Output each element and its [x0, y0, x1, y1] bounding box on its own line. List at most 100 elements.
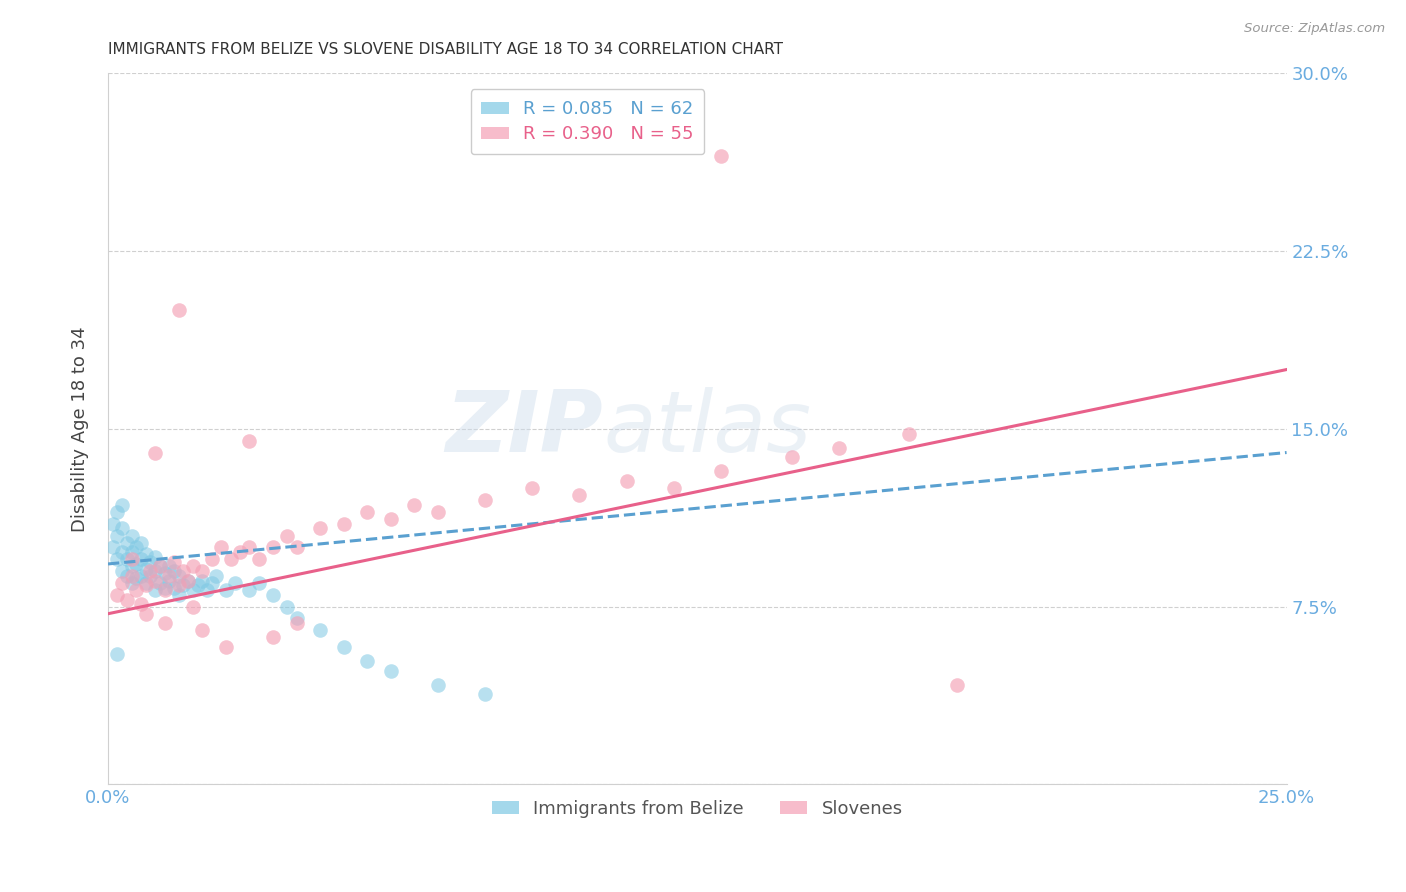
Point [125, 571, 148, 585]
Point [201, 552, 224, 566]
Point [262, 631, 284, 645]
Text: atlas: atlas [603, 387, 811, 470]
Point [616, 474, 638, 488]
Point [107, 588, 129, 602]
Point [125, 582, 148, 597]
Point [111, 498, 134, 512]
Point [135, 578, 157, 592]
Point [101, 516, 124, 531]
Point [191, 564, 214, 578]
Point [309, 521, 332, 535]
Point [209, 541, 232, 555]
Point [219, 552, 242, 566]
Point [262, 588, 284, 602]
Point [276, 599, 298, 614]
Point [568, 488, 591, 502]
Point [135, 562, 157, 576]
Point [129, 597, 152, 611]
Point [262, 541, 284, 555]
Point [710, 149, 733, 163]
Point [139, 569, 162, 583]
Point [111, 575, 134, 590]
Point [662, 481, 685, 495]
Point [247, 575, 270, 590]
Point [276, 528, 298, 542]
Point [181, 559, 204, 574]
Point [139, 555, 162, 569]
Point [135, 607, 157, 621]
Point [215, 640, 238, 654]
Point [191, 574, 214, 588]
Point [285, 616, 308, 631]
Point [121, 552, 143, 566]
Point [167, 569, 190, 583]
Point [143, 582, 166, 597]
Point [522, 481, 544, 495]
Point [201, 575, 224, 590]
Point [125, 557, 148, 571]
Point [356, 654, 378, 668]
Point [101, 541, 124, 555]
Point [285, 611, 308, 625]
Point [115, 569, 138, 583]
Point [107, 647, 129, 661]
Point [167, 578, 190, 592]
Point [710, 465, 733, 479]
Point [129, 569, 152, 583]
Point [238, 541, 260, 555]
Point [115, 552, 138, 566]
Point [195, 582, 218, 597]
Point [285, 541, 308, 555]
Point [143, 574, 166, 588]
Point [167, 588, 190, 602]
Point [121, 569, 143, 583]
Point [111, 564, 134, 578]
Point [149, 575, 172, 590]
Point [332, 640, 354, 654]
Point [898, 426, 921, 441]
Point [205, 569, 228, 583]
Point [115, 592, 138, 607]
Point [474, 687, 496, 701]
Point [427, 678, 450, 692]
Text: Source: ZipAtlas.com: Source: ZipAtlas.com [1244, 22, 1385, 36]
Point [238, 582, 260, 597]
Point [135, 548, 157, 562]
Y-axis label: Disability Age 18 to 34: Disability Age 18 to 34 [72, 326, 89, 532]
Point [107, 505, 129, 519]
Point [143, 564, 166, 578]
Point [111, 545, 134, 559]
Point [157, 559, 180, 574]
Point [153, 581, 176, 595]
Point [121, 528, 143, 542]
Point [474, 492, 496, 507]
Point [153, 582, 176, 597]
Point [229, 545, 252, 559]
Point [427, 505, 450, 519]
Point [945, 678, 967, 692]
Point [121, 545, 143, 559]
Point [167, 303, 190, 318]
Point [111, 521, 134, 535]
Point [129, 552, 152, 566]
Point [215, 582, 238, 597]
Point [153, 616, 176, 631]
Point [107, 528, 129, 542]
Point [191, 624, 214, 638]
Point [177, 574, 200, 588]
Point [121, 575, 143, 590]
Point [163, 555, 186, 569]
Point [107, 552, 129, 566]
Point [153, 566, 176, 581]
Point [139, 564, 162, 578]
Point [172, 578, 194, 592]
Point [172, 564, 194, 578]
Point [780, 450, 803, 465]
Legend: Immigrants from Belize, Slovenes: Immigrants from Belize, Slovenes [485, 793, 910, 825]
Point [181, 599, 204, 614]
Point [149, 559, 172, 574]
Point [404, 498, 426, 512]
Text: ZIP: ZIP [446, 387, 603, 470]
Point [115, 535, 138, 549]
Point [129, 535, 152, 549]
